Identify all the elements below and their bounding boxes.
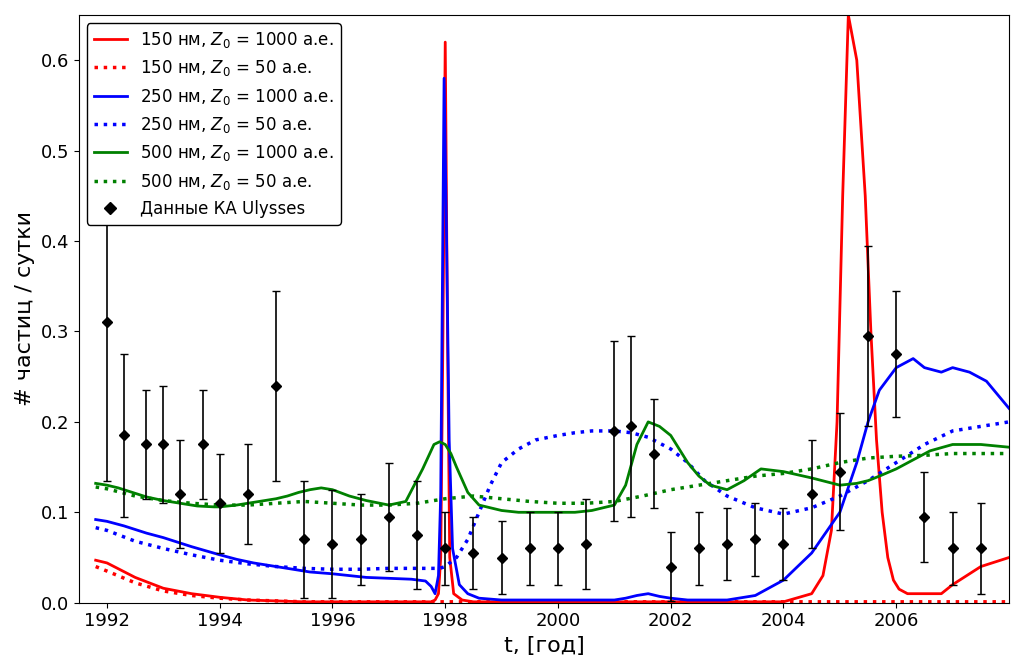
X-axis label: t, [год]: t, [год]	[504, 636, 585, 656]
Y-axis label: # частиц / сутки: # частиц / сутки	[15, 211, 35, 407]
Legend: 150 нм, $Z_0$ = 1000 а.е., 150 нм, $Z_0$ = 50 а.е., 250 нм, $Z_0$ = 1000 а.е., 2: 150 нм, $Z_0$ = 1000 а.е., 150 нм, $Z_0$…	[87, 23, 341, 225]
